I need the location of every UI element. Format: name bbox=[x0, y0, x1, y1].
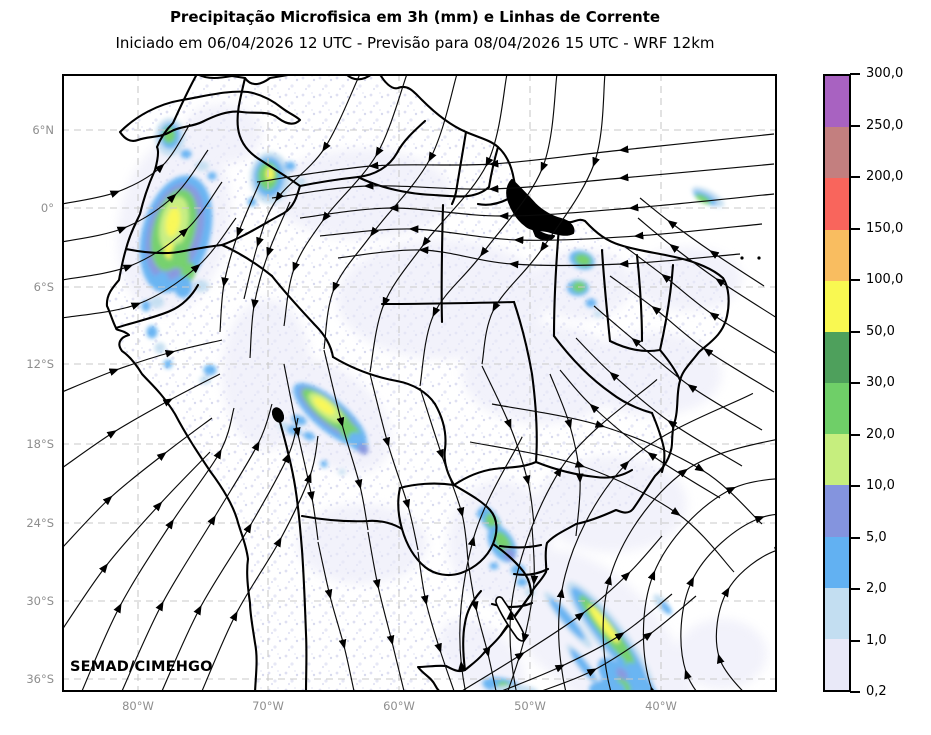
x-axis-tick-label: 80°W bbox=[122, 699, 154, 713]
colorbar-segment bbox=[825, 280, 849, 332]
colorbar-segment bbox=[825, 331, 849, 384]
forecast-map bbox=[62, 74, 777, 692]
colorbar-tick bbox=[850, 639, 860, 642]
y-axis-tick-label: 12°S bbox=[26, 357, 54, 371]
colorbar-tick bbox=[850, 691, 860, 693]
colorbar-tick-label: 30,0 bbox=[866, 375, 895, 390]
colorbar-tick-label: 5,0 bbox=[866, 529, 887, 545]
x-axis-tick-label: 50°W bbox=[514, 699, 546, 713]
y-axis-tick-label: 24°S bbox=[26, 516, 54, 530]
x-axis-tick-label: 70°W bbox=[252, 699, 284, 713]
colorbar bbox=[823, 74, 851, 692]
colorbar-tick-label: 10,0 bbox=[866, 478, 895, 493]
colorbar-tick-label: 250,0 bbox=[866, 117, 904, 133]
colorbar-tick-label: 2,0 bbox=[866, 581, 887, 596]
y-axis-tick-label: 30°S bbox=[26, 594, 54, 608]
colorbar-tick-label: 150,0 bbox=[866, 220, 904, 236]
colorbar-tick-label: 50,0 bbox=[866, 323, 895, 339]
page-title: Precipitação Microfisica em 3h (mm) e Li… bbox=[169, 8, 661, 26]
colorbar-segment bbox=[825, 434, 849, 486]
colorbar-segment bbox=[825, 127, 849, 179]
colorbar-segment bbox=[825, 638, 849, 691]
watermark-label: SEMAD/CIMEHGO bbox=[70, 659, 213, 675]
colorbar-segment bbox=[825, 587, 849, 639]
colorbar-segment bbox=[825, 536, 849, 588]
colorbar-tick bbox=[850, 588, 860, 590]
colorbar-tick bbox=[850, 536, 860, 539]
y-axis-tick-label: 6°S bbox=[33, 280, 54, 294]
page-subtitle: Iniciado em 06/04/2026 12 UTC - Previsão… bbox=[115, 34, 715, 52]
colorbar-segment bbox=[825, 76, 849, 128]
y-axis-tick-label: 18°S bbox=[26, 437, 54, 451]
colorbar-tick-label: 300,0 bbox=[866, 66, 904, 81]
y-axis-tick-label: 36°S bbox=[26, 672, 54, 686]
colorbar-tick bbox=[850, 176, 860, 178]
colorbar-tick bbox=[850, 279, 860, 281]
colorbar-tick-label: 200,0 bbox=[866, 169, 904, 184]
y-axis-tick-label: 6°N bbox=[32, 123, 54, 137]
colorbar-tick bbox=[850, 73, 860, 75]
colorbar-tick bbox=[850, 485, 860, 487]
colorbar-tick-label: 0,2 bbox=[866, 684, 887, 699]
colorbar-tick bbox=[850, 227, 860, 230]
colorbar-segment bbox=[825, 178, 849, 230]
colorbar-segment bbox=[825, 229, 849, 281]
colorbar-tick bbox=[850, 330, 860, 333]
colorbar-tick-label: 1,0 bbox=[866, 632, 887, 648]
colorbar-segment bbox=[825, 383, 849, 435]
colorbar-tick bbox=[850, 382, 860, 384]
colorbar-tick bbox=[850, 124, 860, 127]
y-axis-tick-label: 0° bbox=[40, 201, 54, 215]
colorbar-segment bbox=[825, 485, 849, 537]
colorbar-tick bbox=[850, 433, 860, 436]
x-axis-tick-label: 60°W bbox=[383, 699, 415, 713]
x-axis-tick-label: 40°W bbox=[645, 699, 677, 713]
colorbar-tick-label: 100,0 bbox=[866, 272, 904, 287]
colorbar-tick-label: 20,0 bbox=[866, 426, 895, 442]
